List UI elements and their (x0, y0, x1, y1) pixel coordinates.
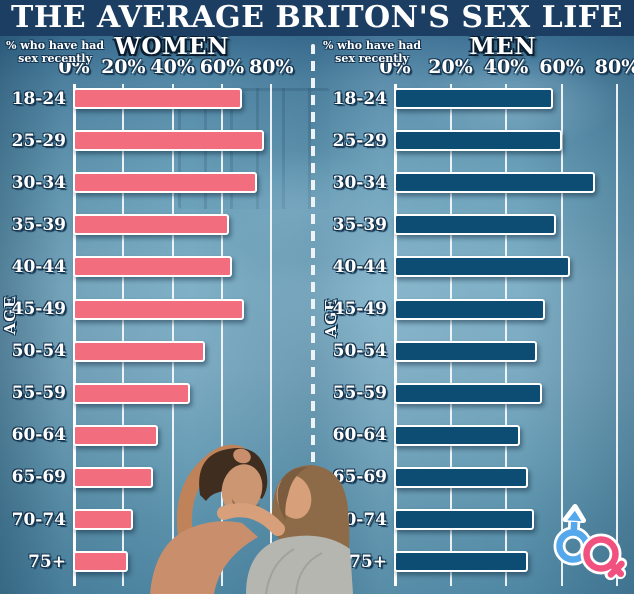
women-gridline-80pct (270, 84, 273, 586)
men-tick-label: 40% (483, 56, 529, 78)
women-bar-75+ (73, 551, 129, 573)
women-tick-label: 20% (101, 56, 146, 78)
men-bar-18-24 (394, 88, 554, 109)
center-divider (311, 44, 315, 594)
men-bar-65-69 (394, 466, 529, 488)
men-age-label-18-24: 18-24 (332, 88, 387, 109)
women-tick-label: 0% (58, 56, 90, 78)
men-tick-label: 60% (539, 56, 584, 78)
women-bar-55-59 (73, 382, 190, 404)
women-axis-note: % who have had sex recently (5, 39, 105, 66)
women-tick-label: 40% (150, 56, 195, 78)
women-age-label-65-69: 65-69 (11, 467, 66, 488)
women-age-label-60-64: 60-64 (11, 425, 66, 446)
men-age-label-30-34: 30-34 (332, 172, 387, 193)
women-bar-60-64 (73, 424, 158, 446)
women-chart-title: WOMEN (114, 33, 230, 60)
men-bar-40-44 (394, 256, 570, 278)
women-age-label-25-29: 25-29 (11, 130, 66, 151)
men-age-label-45-49: 45-49 (332, 299, 387, 319)
male-symbol-icon (553, 503, 593, 566)
women-tick-label: 80% (249, 56, 294, 78)
men-age-label-40-44: 40-44 (332, 256, 387, 277)
women-age-label-18-24: 18-24 (11, 88, 66, 109)
man-face (221, 464, 263, 514)
men-age-label-35-39: 35-39 (332, 214, 387, 235)
background-figure-art (210, 150, 390, 260)
men-bar-30-34 (394, 172, 595, 194)
blanket-folds (265, 548, 323, 594)
women-age-label-30-34: 30-34 (11, 172, 66, 193)
men-bar-60-64 (394, 424, 520, 446)
women-age-label-70-74: 70-74 (11, 509, 66, 530)
couple-photo (150, 444, 353, 594)
women-bar-50-54 (73, 340, 205, 362)
men-age-label-50-54: 50-54 (332, 341, 387, 362)
women-age-label-35-39: 35-39 (11, 214, 66, 235)
men-bar-35-39 (394, 214, 556, 236)
women-bar-35-39 (73, 214, 230, 236)
men-bar-75+ (394, 551, 529, 573)
men-chart-title: MEN (469, 33, 537, 60)
men-bar-45-49 (394, 298, 545, 320)
men-axis-note: % who have had sex recently (322, 39, 422, 66)
women-gridline-20pct (122, 84, 125, 586)
men-age-label-75+: 75+ (349, 551, 387, 572)
men-age-label-60-64: 60-64 (332, 425, 387, 446)
women-bar-65-69 (73, 466, 153, 488)
women-gridline-0pct (72, 84, 76, 586)
page-title: THE AVERAGE BRITON'S SEX LIFE (11, 0, 623, 35)
men-gridline-0pct (393, 84, 397, 586)
male-female-icon (553, 503, 628, 581)
men-tick-label: 80% (594, 56, 634, 78)
men-gridline-60pct (560, 84, 563, 586)
men-bar-25-29 (394, 130, 562, 152)
women-bar-70-74 (73, 509, 134, 530)
men-age-label-55-59: 55-59 (332, 383, 387, 404)
woman-hand (233, 448, 251, 464)
men-bar-55-59 (394, 382, 543, 404)
men-age-label-25-29: 25-29 (332, 130, 387, 151)
women-bar-40-44 (73, 256, 232, 278)
man-body (150, 521, 258, 594)
female-symbol-icon (580, 533, 628, 581)
women-age-label-40-44: 40-44 (11, 256, 66, 277)
women-gridline-40pct (171, 84, 174, 586)
women-tick-label: 60% (199, 56, 245, 78)
women-bar-25-29 (73, 130, 264, 152)
women-bar-45-49 (73, 298, 245, 320)
men-age-label-65-69: 65-69 (332, 467, 387, 488)
men-tick-label: 0% (379, 56, 411, 78)
men-tick-label: 20% (428, 56, 473, 78)
women-age-label-45-49: 45-49 (11, 299, 66, 319)
men-bar-70-74 (394, 509, 534, 530)
men-gridline-80pct (616, 84, 618, 586)
women-age-label-75+: 75+ (28, 551, 66, 572)
men-gridline-40pct (505, 84, 507, 586)
women-age-label-50-54: 50-54 (11, 341, 66, 362)
woman-hair-front (277, 467, 308, 521)
women-bar-18-24 (73, 88, 242, 109)
title-bar: THE AVERAGE BRITON'S SEX LIFE (0, 0, 634, 36)
women-gridline-60pct (220, 84, 223, 586)
woman-arm (217, 503, 285, 536)
blanket (246, 535, 353, 594)
men-gridline-20pct (449, 84, 452, 586)
men-bar-50-54 (394, 340, 537, 362)
women-bar-30-34 (73, 172, 257, 194)
women-age-label-55-59: 55-59 (11, 383, 66, 404)
